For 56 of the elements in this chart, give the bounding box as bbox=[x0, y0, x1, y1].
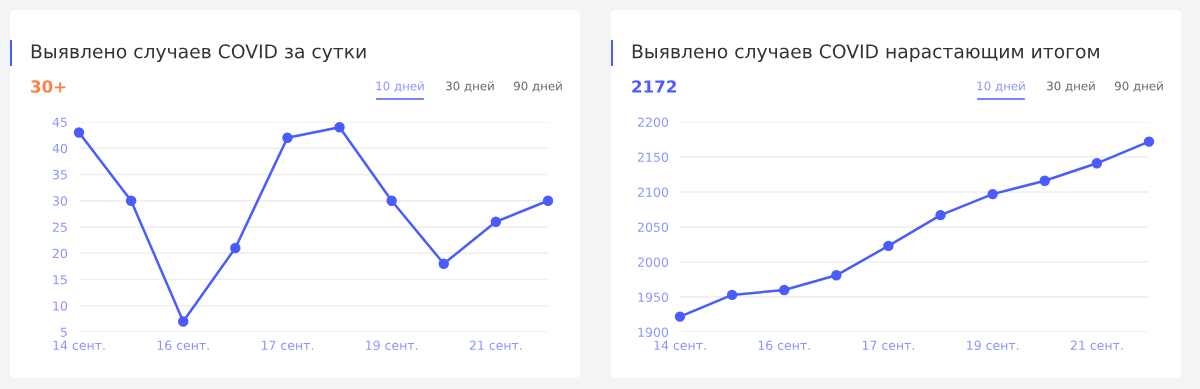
y-tick-label: 2200 bbox=[637, 117, 669, 127]
point bbox=[178, 316, 189, 327]
x-tick-label: 19 сент. bbox=[967, 340, 1019, 351]
y-tick-label: 10 bbox=[53, 301, 68, 311]
y-tick-label: 25 bbox=[52, 222, 67, 232]
y-tick-label: 1900 bbox=[638, 327, 669, 337]
point bbox=[883, 240, 894, 252]
point bbox=[779, 284, 790, 296]
point bbox=[334, 122, 345, 133]
point bbox=[125, 195, 137, 206]
text: 30 дней bbox=[446, 81, 494, 92]
y-tick-label: 15 bbox=[53, 275, 67, 285]
point bbox=[1039, 175, 1050, 187]
chart-title: Выявлено случаев COVID за сутки bbox=[31, 44, 366, 63]
x-tick-label: 21 сент. bbox=[1070, 340, 1123, 351]
x-tick-label: 17 сент. bbox=[862, 340, 915, 351]
point bbox=[73, 127, 85, 138]
point bbox=[438, 258, 449, 269]
point bbox=[542, 195, 554, 206]
point bbox=[490, 216, 502, 227]
y-tick-label: 5 bbox=[60, 327, 67, 337]
point bbox=[935, 209, 946, 221]
point bbox=[1091, 158, 1103, 169]
y-tick-label: 2050 bbox=[637, 222, 669, 232]
y-tick-label: 30 bbox=[52, 196, 68, 206]
x-tick-label: 19 сент. bbox=[366, 340, 418, 351]
y-tick-label: 1950 bbox=[638, 292, 669, 302]
x-tick-label: 14 сент. bbox=[654, 340, 706, 351]
x-tick-label: 16 сент. bbox=[157, 340, 209, 351]
chart-title: Выявлено случаев COVID нарастающим итогом bbox=[632, 44, 1099, 63]
point bbox=[282, 132, 293, 143]
text: 10 дней bbox=[376, 81, 424, 92]
y-tick-label: 35 bbox=[52, 169, 67, 180]
x-tick-label: 17 сент. bbox=[261, 340, 314, 351]
text: 2172 bbox=[632, 80, 676, 93]
text: 90 дней bbox=[1114, 81, 1163, 92]
text: 30+ bbox=[31, 80, 66, 93]
text: 90 дней bbox=[513, 81, 562, 92]
x-tick-label: 16 сент. bbox=[758, 340, 810, 351]
point bbox=[726, 289, 738, 301]
y-tick-label: 45 bbox=[52, 117, 67, 127]
y-tick-label: 40 bbox=[52, 143, 68, 154]
x-tick-label: 21 сент. bbox=[469, 340, 522, 351]
y-tick-label: 2100 bbox=[637, 187, 669, 197]
point bbox=[831, 270, 842, 281]
x-tick-label: 14 сент. bbox=[53, 340, 105, 351]
point bbox=[987, 188, 998, 200]
text: 10 дней bbox=[977, 81, 1025, 92]
y-tick-label: 20 bbox=[52, 248, 68, 259]
point bbox=[386, 195, 397, 206]
y-tick-label: 2000 bbox=[637, 257, 669, 267]
y-tick-label: 2150 bbox=[637, 152, 669, 162]
point bbox=[1143, 136, 1155, 147]
point bbox=[674, 311, 686, 322]
text: 30 дней bbox=[1047, 81, 1095, 92]
point bbox=[230, 242, 241, 254]
